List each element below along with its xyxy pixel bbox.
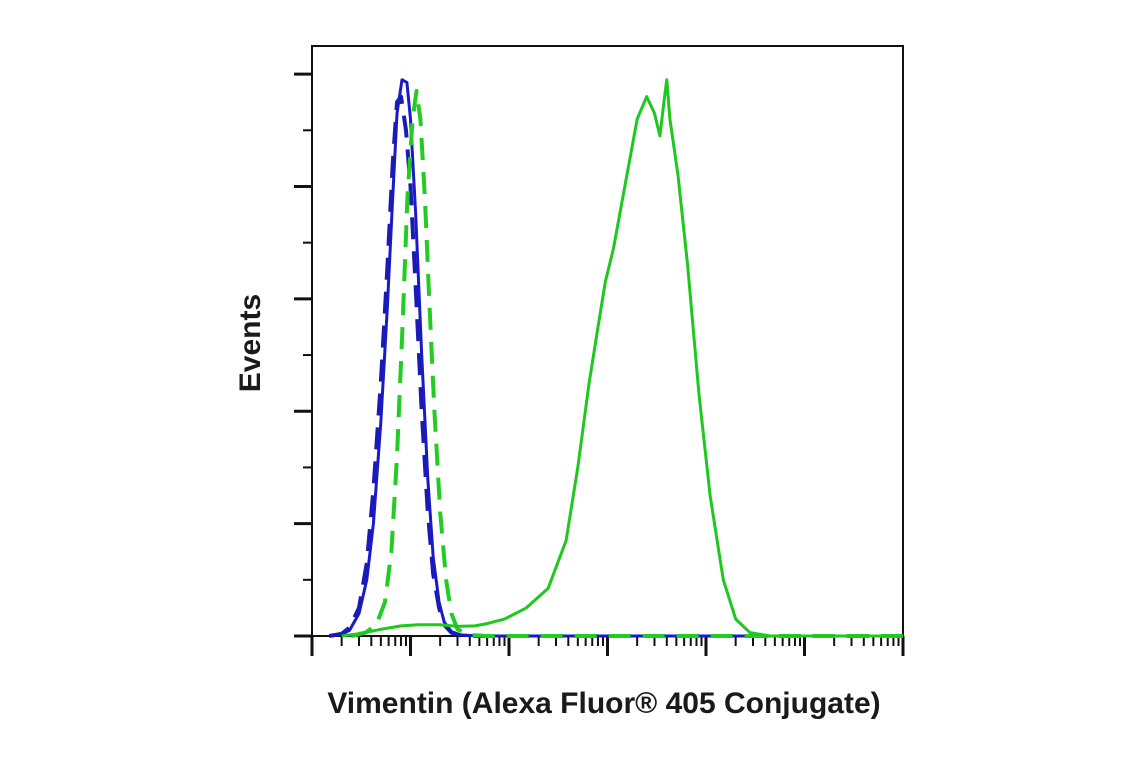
y-axis-ticks bbox=[294, 72, 312, 638]
histogram-series-3 bbox=[350, 89, 903, 638]
y-axis-label: Events bbox=[234, 294, 267, 392]
histogram-series-4 bbox=[341, 78, 903, 638]
histogram-series-1 bbox=[329, 78, 903, 638]
histogram-series bbox=[328, 78, 903, 638]
x-axis-label: Vimentin (Alexa Fluor® 405 Conjugate) bbox=[327, 687, 880, 720]
histogram-series-2 bbox=[328, 94, 903, 638]
x-axis-ticks bbox=[310, 636, 905, 656]
